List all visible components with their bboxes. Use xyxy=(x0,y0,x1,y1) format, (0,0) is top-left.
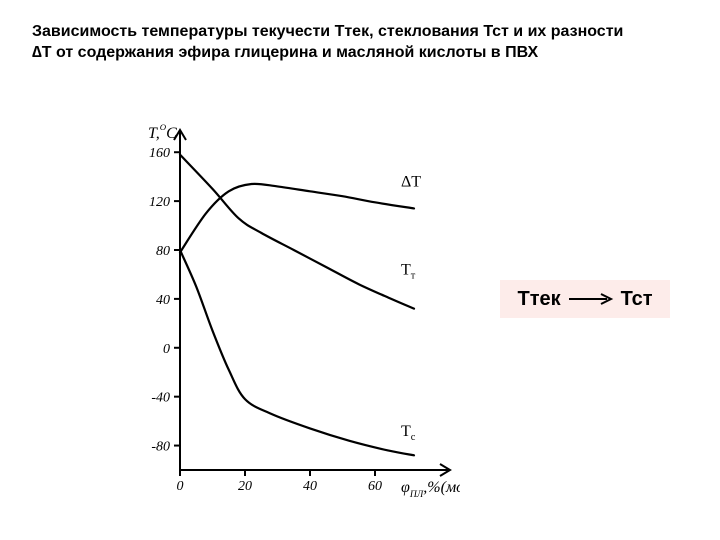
x-tick-label: 0 xyxy=(177,479,184,494)
figure-title: Зависимость температуры текучести Ттек, … xyxy=(32,22,632,64)
series-label-Ttau: Tт xyxy=(401,261,416,281)
series-label-deltaT: ΔT xyxy=(401,173,421,190)
series-Tc xyxy=(180,250,414,455)
y-tick-label: 0 xyxy=(163,342,170,357)
y-tick-label: 120 xyxy=(149,195,170,210)
series-deltaT xyxy=(180,184,414,253)
y-tick-label: 160 xyxy=(149,146,170,161)
arrow-icon xyxy=(567,291,615,307)
y-axis-title: T,OC xyxy=(148,122,177,142)
x-axis-title: φПЛ,%(мол.) xyxy=(401,479,460,500)
legend-left-label: Ттек xyxy=(517,288,560,311)
x-tick-label: 40 xyxy=(303,479,317,494)
series-label-Tc: Tc xyxy=(401,423,416,443)
chart-container: -80 -40 0 40 80 120 160 0 20 40 60 T,OC φПЛ,%(мол.) Δ… xyxy=(120,110,460,510)
page-root: Зависимость температуры текучести Ттек, … xyxy=(0,0,720,540)
y-tick-label: 40 xyxy=(156,293,170,308)
series-Ttau xyxy=(180,155,414,309)
chart-svg: -80 -40 0 40 80 120 160 0 20 40 60 T,OC φПЛ,%(мол.) Δ… xyxy=(120,110,460,510)
y-tick-label: -80 xyxy=(151,440,170,455)
x-tick-label: 60 xyxy=(368,479,382,494)
y-tick-label: 80 xyxy=(156,244,170,259)
y-tick-label: -40 xyxy=(151,391,170,406)
x-tick-label: 20 xyxy=(238,479,252,494)
legend-right-label: Тст xyxy=(621,288,653,311)
legend-box: Ттек Тст xyxy=(500,280,670,318)
